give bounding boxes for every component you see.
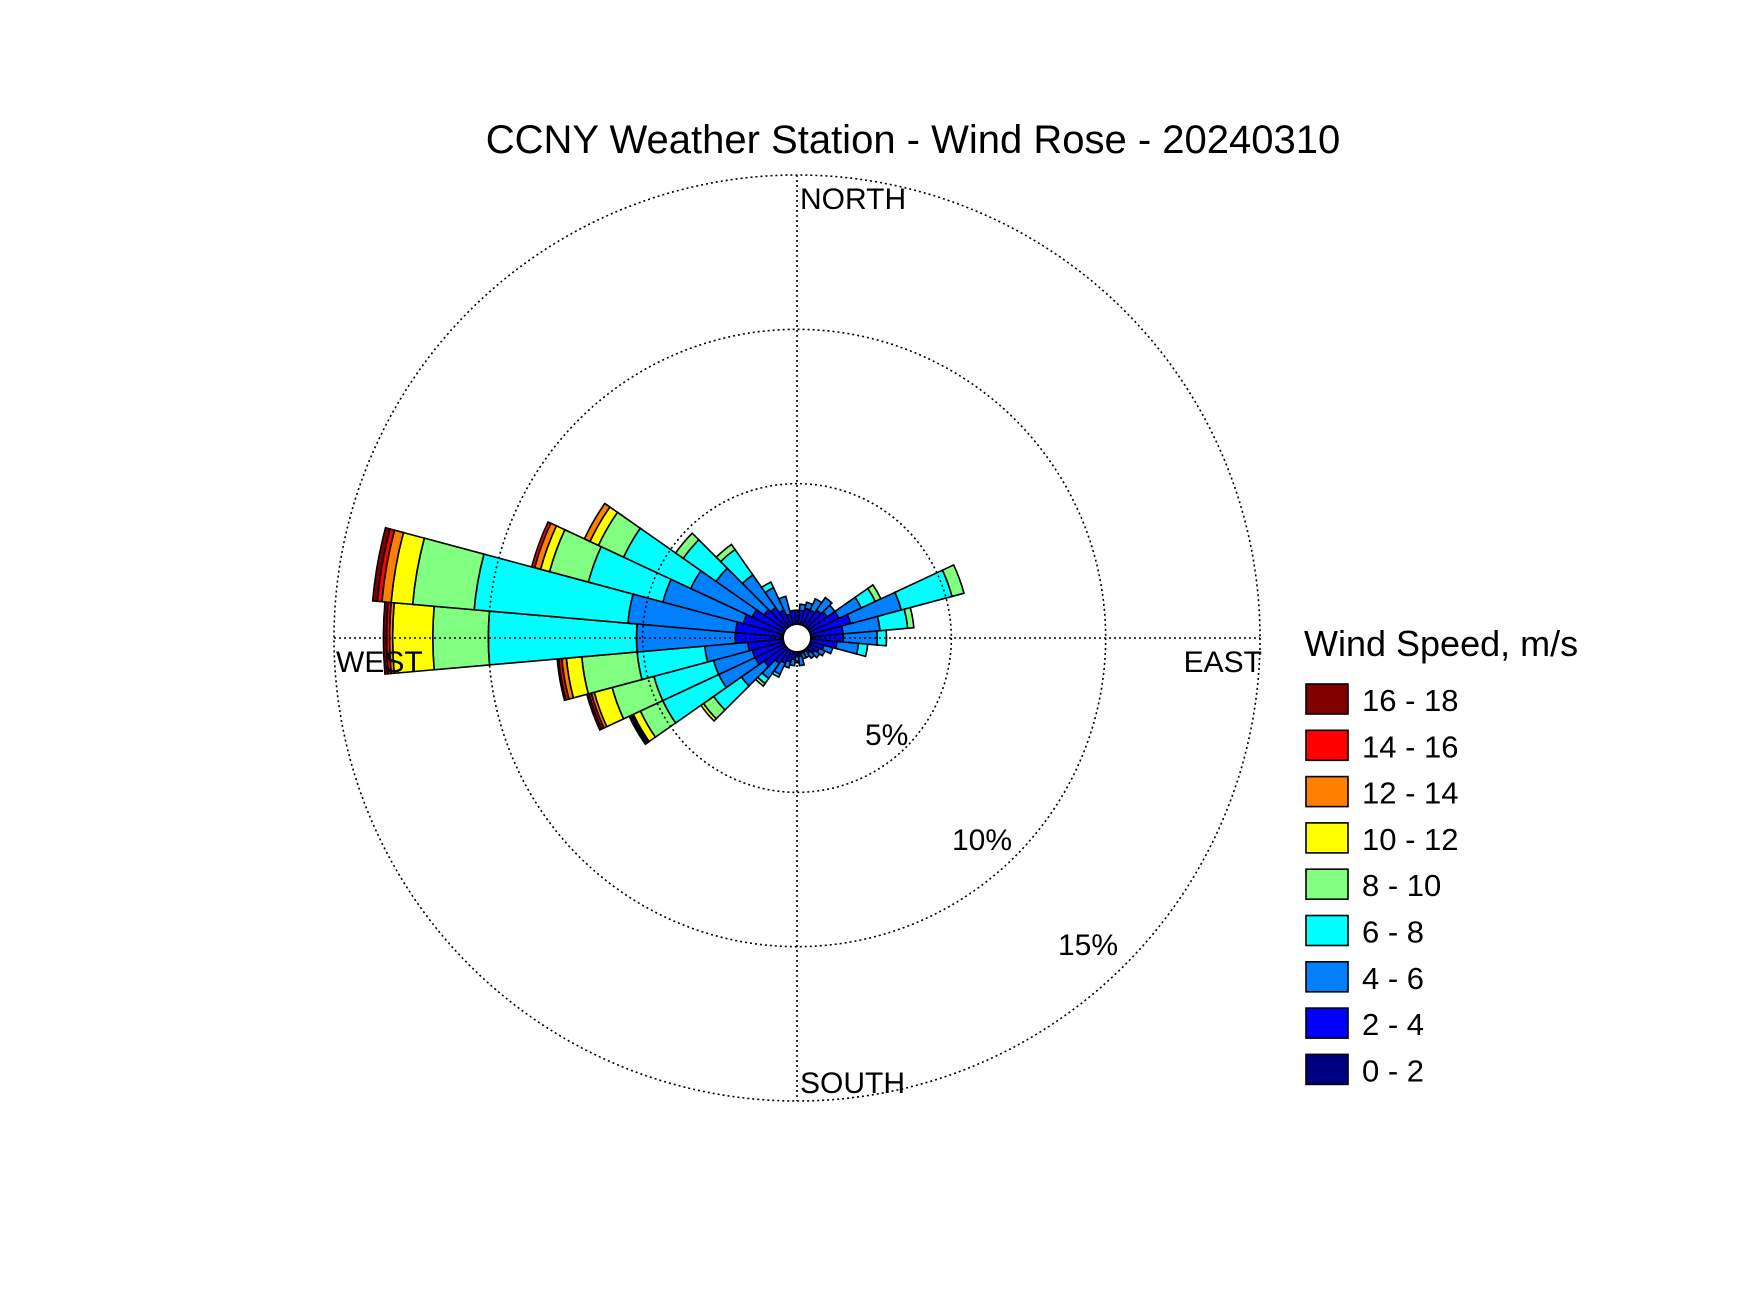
legend-swatch-6 xyxy=(1305,960,1349,993)
legend-label-2: 12 - 14 xyxy=(1362,776,1459,811)
bar-dir-310-bin-4 xyxy=(674,532,700,560)
legend-swatch-0 xyxy=(1305,683,1349,715)
bar-dir-140-bin-2 xyxy=(806,649,816,660)
bar-dir-330-bin-3 xyxy=(760,580,775,594)
legend-label-4: 8 - 10 xyxy=(1362,868,1441,903)
legend-label-6: 4 - 6 xyxy=(1362,961,1424,996)
legend-swatch-8 xyxy=(1305,1053,1349,1086)
bar-dir-90-bin-3 xyxy=(876,629,888,647)
legend-swatch-5 xyxy=(1305,914,1349,947)
legend-swatch-7 xyxy=(1305,1007,1349,1039)
legend-title: Wind Speed, m/s xyxy=(1304,623,1578,664)
legend-label-8: 0 - 2 xyxy=(1362,1053,1424,1088)
legend-label-5: 6 - 8 xyxy=(1362,915,1424,950)
bar-dir-300-bin-6 xyxy=(583,502,612,543)
bar-dir-280-bin-8 xyxy=(371,526,392,603)
legend-swatch-3 xyxy=(1305,822,1349,854)
radial-tick-15: 15% xyxy=(1058,929,1118,962)
label-north: NORTH xyxy=(800,183,906,216)
bar-dir-80-bin-4 xyxy=(903,606,915,630)
bar-dir-100-bin-3 xyxy=(855,642,869,658)
bar-dir-120-bin-2 xyxy=(816,647,827,657)
legend-label-7: 2 - 4 xyxy=(1362,1007,1424,1042)
legend: Wind Speed, m/s 16 - 18 14 - 16 12 - 14 10 … xyxy=(1304,623,1578,1088)
bar-dir-130-bin-2 xyxy=(811,649,821,659)
radial-tick-10: 10% xyxy=(952,824,1012,857)
label-west: WEST xyxy=(336,646,423,679)
label-south: SOUTH xyxy=(800,1067,905,1100)
bar-dir-70-bin-4 xyxy=(941,563,965,598)
grid-circle-5 xyxy=(641,482,953,794)
label-east: EAST xyxy=(1184,646,1262,679)
bar-dir-280-bin-4 xyxy=(411,537,485,611)
polar-grid xyxy=(333,174,1261,1102)
center-hole xyxy=(782,623,812,653)
legend-label-0: 16 - 18 xyxy=(1362,683,1459,718)
bar-dir-290-bin-7 xyxy=(530,520,552,569)
bar-dir-340-bin-2 xyxy=(777,595,792,617)
legend-swatch-2 xyxy=(1305,775,1349,808)
bar-dir-40-bin-2 xyxy=(815,596,834,616)
bar-dir-100-bin-2 xyxy=(834,640,860,655)
legend-swatch-1 xyxy=(1305,729,1349,762)
legend-label-1: 14 - 16 xyxy=(1362,729,1459,764)
legend-label-3: 10 - 12 xyxy=(1362,822,1459,857)
radial-tick-5: 5% xyxy=(865,719,908,752)
bar-dir-320-bin-4 xyxy=(715,543,737,563)
chart-title: CCNY Weather Station - Wind Rose - 20240… xyxy=(486,118,1341,162)
bar-dir-110-bin-2 xyxy=(821,644,834,655)
wind-rose-bars xyxy=(371,502,965,746)
legend-swatch-4 xyxy=(1305,868,1349,901)
